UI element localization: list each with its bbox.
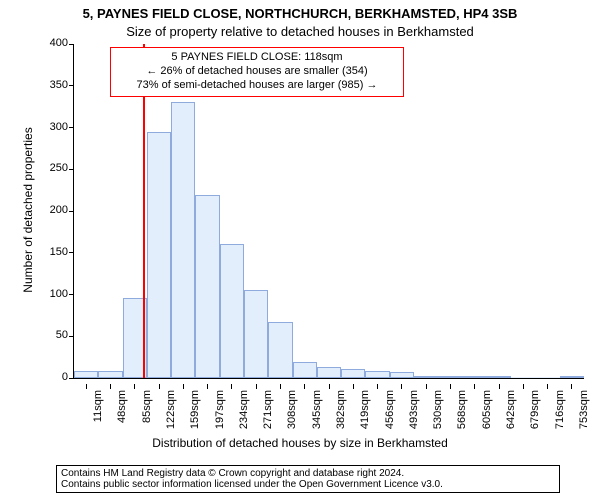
x-axis-label: Distribution of detached houses by size … [0,436,600,450]
histogram-bar [220,244,244,378]
annotation-line2: ← 26% of detached houses are smaller (35… [117,65,397,79]
histogram-bar [365,371,389,379]
x-tick-label: 679sqm [529,390,541,440]
y-tick-label: 100 [28,288,68,300]
histogram-bar [171,102,195,378]
y-tick-label: 300 [28,121,68,133]
x-tick-label: 382sqm [335,390,347,440]
histogram-bar [560,376,584,379]
chart-title-line1: 5, PAYNES FIELD CLOSE, NORTHCHURCH, BERK… [0,6,600,21]
histogram-bar [244,290,268,378]
annotation-line3: 73% of semi-detached houses are larger (… [117,79,397,93]
y-tick-label: 400 [28,37,68,49]
histogram-bar [74,371,98,378]
x-tick-label: 11sqm [92,390,104,440]
y-tick-label: 250 [28,162,68,174]
x-tick-label: 568sqm [456,390,468,440]
x-tick-label: 159sqm [189,390,201,440]
x-tick-label: 753sqm [578,390,590,440]
x-tick-label: 197sqm [214,390,226,440]
chart-stage: 5, PAYNES FIELD CLOSE, NORTHCHURCH, BERK… [0,0,600,500]
x-tick-label: 122sqm [165,390,177,440]
histogram-bar [438,376,462,379]
x-tick-label: 493sqm [408,390,420,440]
x-tick-label: 48sqm [116,390,128,440]
histogram-bar [317,367,341,378]
y-tick-label: 0 [28,371,68,383]
histogram-bar [511,377,535,378]
histogram-bar [390,372,414,378]
footer-attribution: Contains HM Land Registry data © Crown c… [56,465,560,493]
annotation-box: 5 PAYNES FIELD CLOSE: 118sqm ← 26% of de… [110,47,404,97]
annotation-line1: 5 PAYNES FIELD CLOSE: 118sqm [117,51,397,65]
histogram-bar [293,362,317,378]
y-tick-label: 150 [28,246,68,258]
x-tick-label: 234sqm [238,390,250,440]
y-tick-label: 200 [28,204,68,216]
histogram-bar [268,322,292,378]
histogram-bar [463,376,487,378]
x-tick-label: 605sqm [481,390,493,440]
x-tick-label: 456sqm [384,390,396,440]
x-tick-label: 308sqm [286,390,298,440]
x-tick-label: 419sqm [359,390,371,440]
histogram-bar [535,377,559,378]
histogram-bar [147,132,171,378]
x-tick-label: 642sqm [505,390,517,440]
histogram-bar [195,195,219,378]
chart-title-line2: Size of property relative to detached ho… [0,24,600,39]
x-tick-label: 85sqm [141,390,153,440]
x-tick-label: 345sqm [311,390,323,440]
histogram-bar [341,369,365,378]
x-tick-label: 716sqm [554,390,566,440]
histogram-bar [487,376,511,378]
x-tick-label: 271sqm [262,390,274,440]
x-tick-label: 530sqm [432,390,444,440]
y-tick-label: 50 [28,329,68,341]
y-tick-label: 350 [28,79,68,91]
histogram-bar [414,376,438,379]
histogram-bar [98,371,122,378]
